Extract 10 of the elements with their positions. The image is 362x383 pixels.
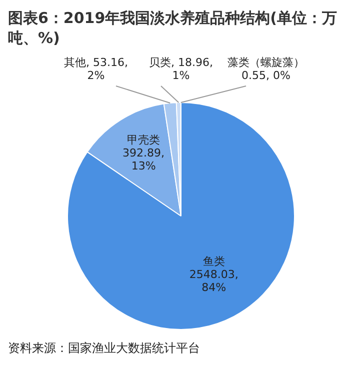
slice-label: 藻类（螺旋藻） <box>228 56 304 69</box>
data-label: 0.55, 0% <box>242 69 290 82</box>
slice-label: 鱼类 <box>202 255 225 268</box>
data-label: 392.89, 13% <box>122 146 165 172</box>
slice-label: 甲壳类 <box>127 133 160 146</box>
data-label: 2548.03, 84% <box>189 268 238 294</box>
chart-title: 图表6：2019年我国淡水养殖品种结构(单位：万吨、%) <box>8 8 338 48</box>
slice-label: 贝类, 18.96, 1% <box>149 56 213 82</box>
slice-label: 其他, 53.16, 2% <box>64 56 128 82</box>
text: 资料来源：国家渔业大数据统计平台 <box>8 340 201 357</box>
